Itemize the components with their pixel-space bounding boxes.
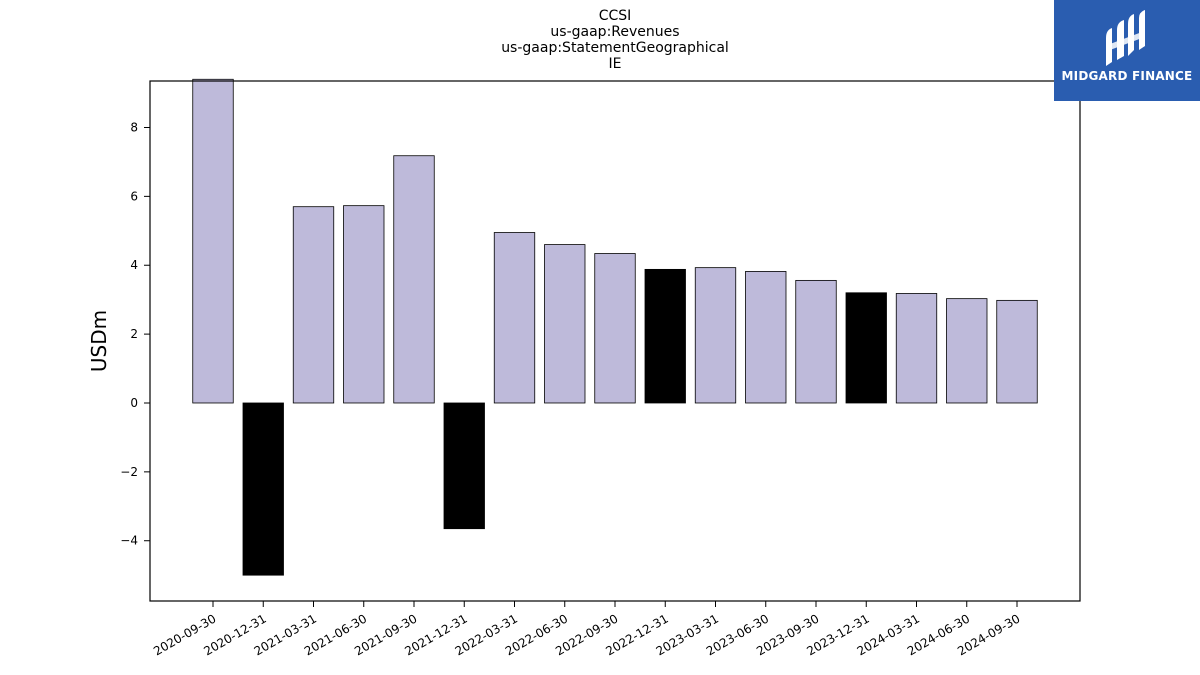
chart-title-line: us-gaap:Revenues — [550, 24, 679, 40]
y-tick-label: 4 — [130, 258, 138, 272]
bar — [544, 244, 586, 404]
bar — [292, 206, 335, 404]
bar — [644, 268, 686, 404]
bars — [192, 78, 1038, 576]
y-tick-label: 2 — [130, 327, 138, 341]
bar — [393, 155, 435, 404]
plot-frame — [149, 80, 1081, 602]
bar — [192, 78, 234, 404]
bar — [493, 232, 536, 404]
x-axis-ticks: 2020-09-302020-12-312021-03-312021-06-30… — [151, 601, 1023, 658]
chart-title-line: CCSI — [599, 8, 632, 24]
midgard-finance-logo: MIDGARD FINANCE — [1054, 0, 1200, 101]
bar — [895, 293, 938, 404]
y-axis-ticks: −4 −2 0 2 4 6 8 — [120, 120, 150, 548]
bar — [594, 253, 636, 404]
bar — [242, 402, 284, 576]
y-tick-label: −4 — [120, 534, 138, 548]
bar — [745, 271, 787, 404]
midgard-logo-icon — [1106, 10, 1145, 66]
bar — [845, 292, 887, 404]
y-tick-label: 8 — [130, 120, 138, 134]
chart-title-line: IE — [609, 56, 622, 72]
logo-text: MIDGARD FINANCE — [1061, 69, 1193, 83]
bar — [343, 205, 385, 404]
bar — [443, 402, 485, 530]
bar — [694, 267, 737, 404]
y-axis-label: USDm — [87, 310, 111, 372]
y-tick-label: 0 — [130, 396, 138, 410]
chart-title-line: us-gaap:StatementGeographical — [501, 40, 729, 56]
y-tick-label: 6 — [130, 189, 138, 203]
chart-title: CCSIus-gaap:Revenuesus-gaap:StatementGeo… — [501, 8, 729, 72]
y-tick-label: −2 — [120, 465, 138, 479]
bar — [996, 299, 1038, 404]
bar — [795, 279, 837, 404]
bar — [946, 298, 988, 404]
